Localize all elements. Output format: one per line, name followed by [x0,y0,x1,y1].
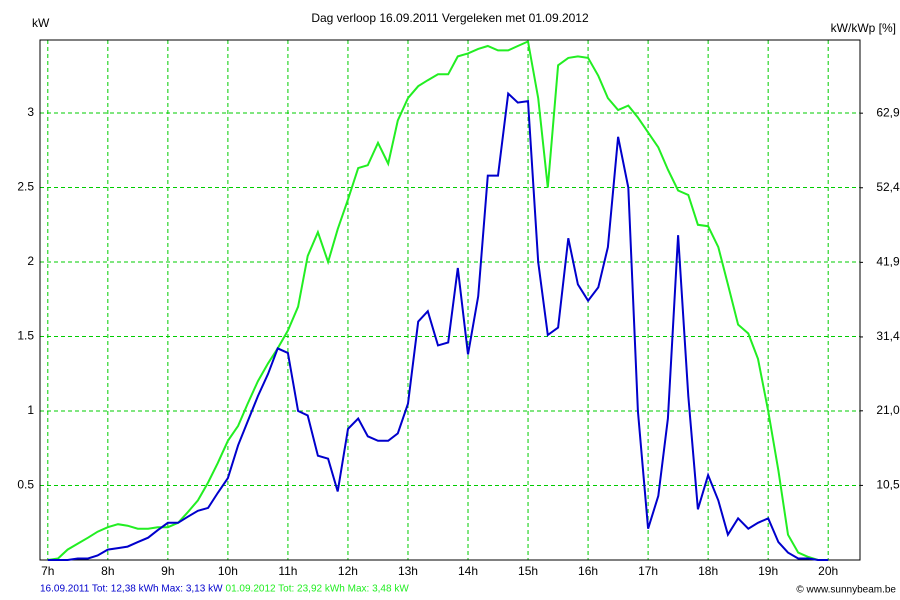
y2-tick-label: 31,4 [876,329,900,343]
y2-tick-label: 10,5 [876,478,900,492]
x-tick-label: 18h [698,564,718,578]
x-tick-label: 13h [398,564,418,578]
y-tick-label: 2 [27,254,34,268]
y-tick-label: 3 [27,105,34,119]
y-axis-label: kW [32,16,50,30]
x-tick-label: 7h [41,564,54,578]
x-tick-label: 16h [578,564,598,578]
line-series [47,91,829,561]
credit: © www.sunnybeam.be [796,585,896,596]
x-tick-label: 14h [458,564,478,578]
chart-title: Dag verloop 16.09.2011 Vergeleken met 01… [311,11,589,25]
x-tick-label: 12h [338,564,358,578]
x-tick-label: 17h [638,564,658,578]
y-tick-label: 0.5 [17,478,34,492]
x-tick-label: 11h [278,564,297,578]
y-tick-label: 1.5 [17,329,34,343]
y2-axis-label: kW/kWp [%] [831,21,896,35]
y2-tick-label: 41,9 [876,255,900,269]
y2-tick-label: 52,4 [876,180,900,194]
x-tick-label: 19h [758,564,778,578]
x-tick-label: 8h [101,564,114,578]
legend-entry: 01.09.2012 Tot: 23,92 kWh Max: 3,48 kW [226,584,410,595]
x-tick-label: 15h [518,564,538,578]
y2-tick-label: 21,0 [876,403,900,417]
x-tick-label: 10h [218,564,238,578]
x-tick-label: 9h [161,564,174,578]
y-tick-label: 2.5 [17,180,34,194]
legend-entry: 16.09.2011 Tot: 12,38 kWh Max: 3,13 kW [40,584,223,595]
y-tick-label: 1 [27,403,34,417]
y2-tick-label: 62,9 [876,105,900,119]
x-tick-label: 20h [818,564,838,578]
plot-frame [39,39,861,561]
